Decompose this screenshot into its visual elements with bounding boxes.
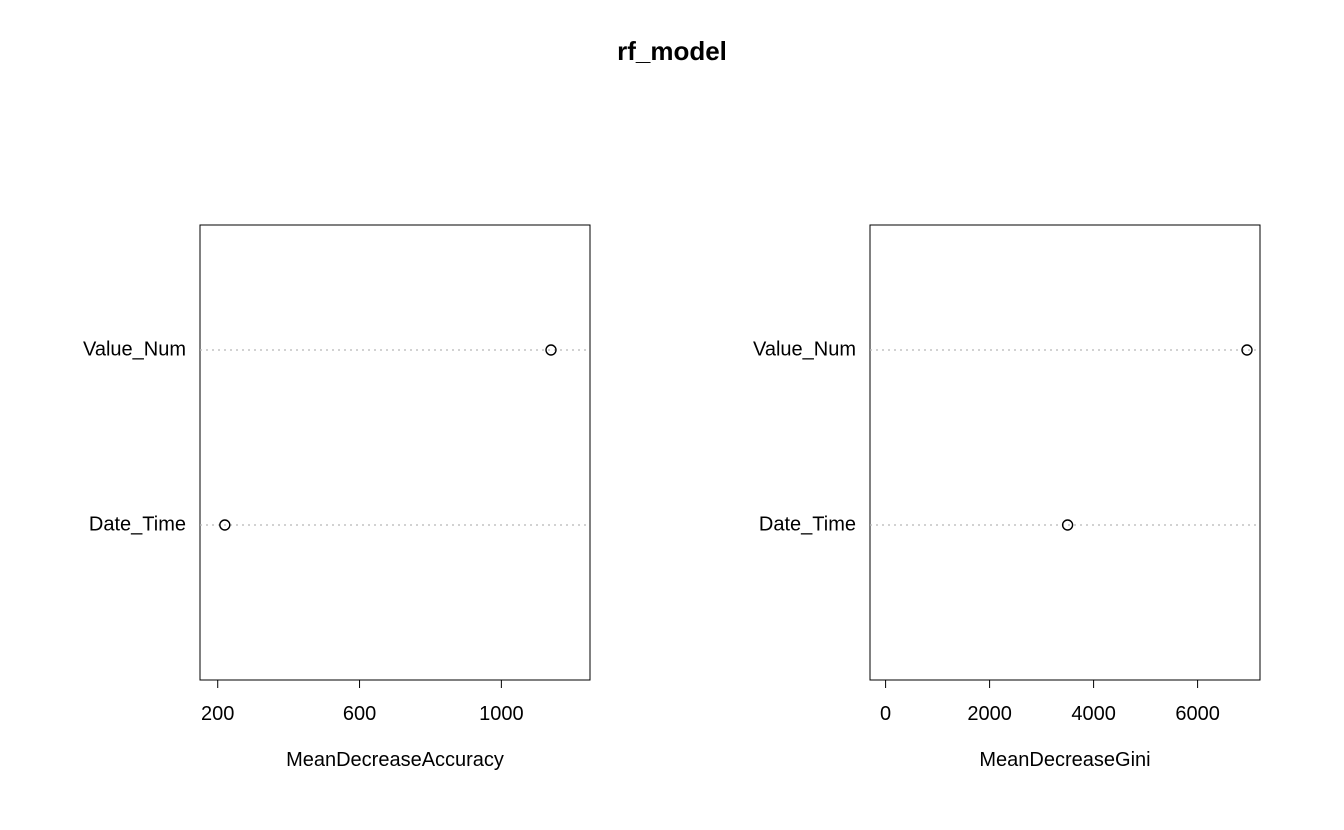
data-point <box>1063 520 1073 530</box>
y-axis-label: Value_Num <box>753 338 856 360</box>
y-axis-label: Date_Time <box>89 513 186 535</box>
panel-border <box>200 225 590 680</box>
chart-panel: Value_Num Date_Time 200 600 1000 MeanDecrease… <box>83 225 590 771</box>
x-tick-label: 0 <box>880 703 891 725</box>
x-tick-label: 4000 <box>1071 703 1116 725</box>
x-tick-label: 6000 <box>1175 703 1220 725</box>
chart-panel: Value_Num Date_Time 0 2000 4000 6000 MeanDecre… <box>753 225 1260 771</box>
variable-importance-plot: rf_model Value_Num Date_Time 200 600 1000 Mean… <box>0 0 1344 830</box>
x-axis-label: MeanDecreaseGini <box>979 749 1150 771</box>
panel-border <box>870 225 1260 680</box>
x-tick-label: 200 <box>201 703 234 725</box>
x-tick-label: 1000 <box>479 703 524 725</box>
x-axis-label: MeanDecreaseAccuracy <box>286 749 504 771</box>
y-axis-label: Date_Time <box>759 513 856 535</box>
x-tick-label: 2000 <box>967 703 1012 725</box>
y-axis-label: Value_Num <box>83 338 186 360</box>
x-tick-label: 600 <box>343 703 376 725</box>
chart-title: rf_model <box>617 36 727 66</box>
